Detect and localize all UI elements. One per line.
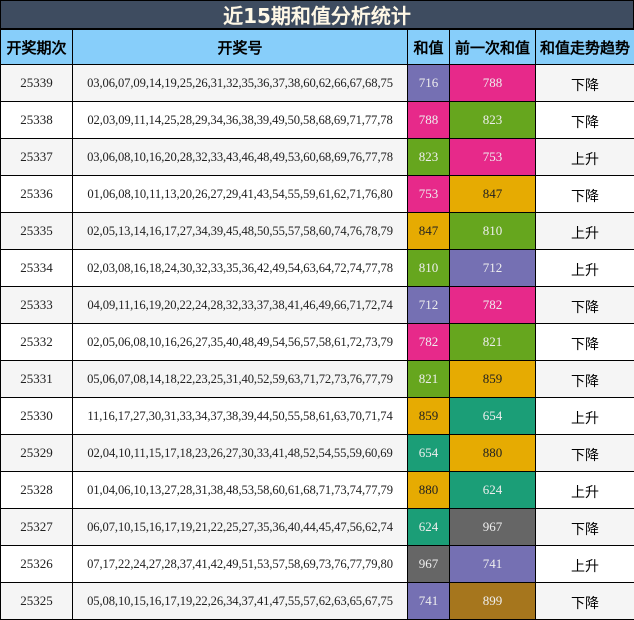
sum-cell: 654 (408, 435, 450, 472)
sum-cell: 880 (408, 472, 450, 509)
prev-sum-cell: 654 (450, 398, 536, 435)
header-prev-sum: 前一次和值 (450, 30, 536, 65)
numbers-cell: 11,16,17,27,30,31,33,34,37,38,39,44,50,5… (73, 398, 408, 435)
issue-cell: 25327 (1, 509, 73, 546)
issue-cell: 25331 (1, 361, 73, 398)
trend-cell: 上升 (536, 398, 634, 435)
numbers-cell: 01,04,06,10,13,27,28,31,38,48,53,58,60,6… (73, 472, 408, 509)
sum-cell: 753 (408, 176, 450, 213)
sum-cell: 821 (408, 361, 450, 398)
numbers-cell: 02,04,10,11,15,17,18,23,26,27,30,33,41,4… (73, 435, 408, 472)
sum-cell: 782 (408, 324, 450, 361)
prev-sum-cell: 810 (450, 213, 536, 250)
numbers-cell: 05,08,10,15,16,17,19,22,26,34,37,41,47,5… (73, 583, 408, 620)
numbers-cell: 02,05,13,14,16,17,27,34,39,45,48,50,55,5… (73, 213, 408, 250)
prev-sum-cell: 899 (450, 583, 536, 620)
trend-cell: 下降 (536, 361, 634, 398)
numbers-cell: 06,07,10,15,16,17,19,21,22,25,27,35,36,4… (73, 509, 408, 546)
sum-cell: 967 (408, 546, 450, 583)
header-numbers: 开奖号 (73, 30, 408, 65)
trend-cell: 上升 (536, 213, 634, 250)
sum-cell: 859 (408, 398, 450, 435)
trend-cell: 下降 (536, 65, 634, 102)
issue-cell: 25335 (1, 213, 73, 250)
numbers-cell: 04,09,11,16,19,20,22,24,28,32,33,37,38,4… (73, 287, 408, 324)
numbers-cell: 03,06,07,09,14,19,25,26,31,32,35,36,37,3… (73, 65, 408, 102)
issue-cell: 25328 (1, 472, 73, 509)
issue-cell: 25333 (1, 287, 73, 324)
trend-cell: 下降 (536, 287, 634, 324)
sum-cell: 624 (408, 509, 450, 546)
prev-sum-cell: 788 (450, 65, 536, 102)
trend-cell: 下降 (536, 324, 634, 361)
sum-cell: 810 (408, 250, 450, 287)
prev-sum-cell: 967 (450, 509, 536, 546)
sum-cell: 716 (408, 65, 450, 102)
prev-sum-cell: 859 (450, 361, 536, 398)
trend-cell: 上升 (536, 139, 634, 176)
numbers-cell: 02,03,09,11,14,25,28,29,34,36,38,39,49,5… (73, 102, 408, 139)
header-sum: 和值 (408, 30, 450, 65)
issue-cell: 25339 (1, 65, 73, 102)
prev-sum-cell: 782 (450, 287, 536, 324)
issue-cell: 25326 (1, 546, 73, 583)
trend-cell: 下降 (536, 435, 634, 472)
sum-cell: 741 (408, 583, 450, 620)
issue-cell: 25325 (1, 583, 73, 620)
numbers-cell: 03,06,08,10,16,20,28,32,33,43,46,48,49,5… (73, 139, 408, 176)
numbers-cell: 02,03,08,16,18,24,30,32,33,35,36,42,49,5… (73, 250, 408, 287)
prev-sum-cell: 712 (450, 250, 536, 287)
prev-sum-cell: 753 (450, 139, 536, 176)
header-trend: 和值走势趋势 (536, 30, 634, 65)
header-row: 开奖期次 开奖号 和值 前一次和值 和值走势趋势 (1, 30, 634, 65)
prev-sum-cell: 847 (450, 176, 536, 213)
sum-cell: 847 (408, 213, 450, 250)
prev-sum-cell: 624 (450, 472, 536, 509)
prev-sum-cell: 821 (450, 324, 536, 361)
trend-cell: 下降 (536, 176, 634, 213)
sum-cell: 823 (408, 139, 450, 176)
trend-cell: 下降 (536, 583, 634, 620)
numbers-cell: 01,06,08,10,11,13,20,26,27,29,41,43,54,5… (73, 176, 408, 213)
trend-cell: 下降 (536, 509, 634, 546)
prev-sum-cell: 880 (450, 435, 536, 472)
prev-sum-cell: 823 (450, 102, 536, 139)
prev-sum-cell: 741 (450, 546, 536, 583)
issue-cell: 25330 (1, 398, 73, 435)
numbers-cell: 05,06,07,08,14,18,22,23,25,31,40,52,59,6… (73, 361, 408, 398)
issue-cell: 25337 (1, 139, 73, 176)
sum-cell: 712 (408, 287, 450, 324)
trend-cell: 下降 (536, 102, 634, 139)
issue-cell: 25338 (1, 102, 73, 139)
issue-cell: 25332 (1, 324, 73, 361)
trend-cell: 上升 (536, 546, 634, 583)
page-title: 近15期和值分析统计 (0, 0, 634, 29)
sum-cell: 788 (408, 102, 450, 139)
issue-cell: 25334 (1, 250, 73, 287)
header-issue: 开奖期次 (1, 30, 73, 65)
trend-cell: 上升 (536, 472, 634, 509)
issue-cell: 25336 (1, 176, 73, 213)
issue-cell: 25329 (1, 435, 73, 472)
numbers-cell: 07,17,22,24,27,28,37,41,42,49,51,53,57,5… (73, 546, 408, 583)
numbers-cell: 02,05,06,08,10,16,26,27,35,40,48,49,54,5… (73, 324, 408, 361)
trend-cell: 上升 (536, 250, 634, 287)
